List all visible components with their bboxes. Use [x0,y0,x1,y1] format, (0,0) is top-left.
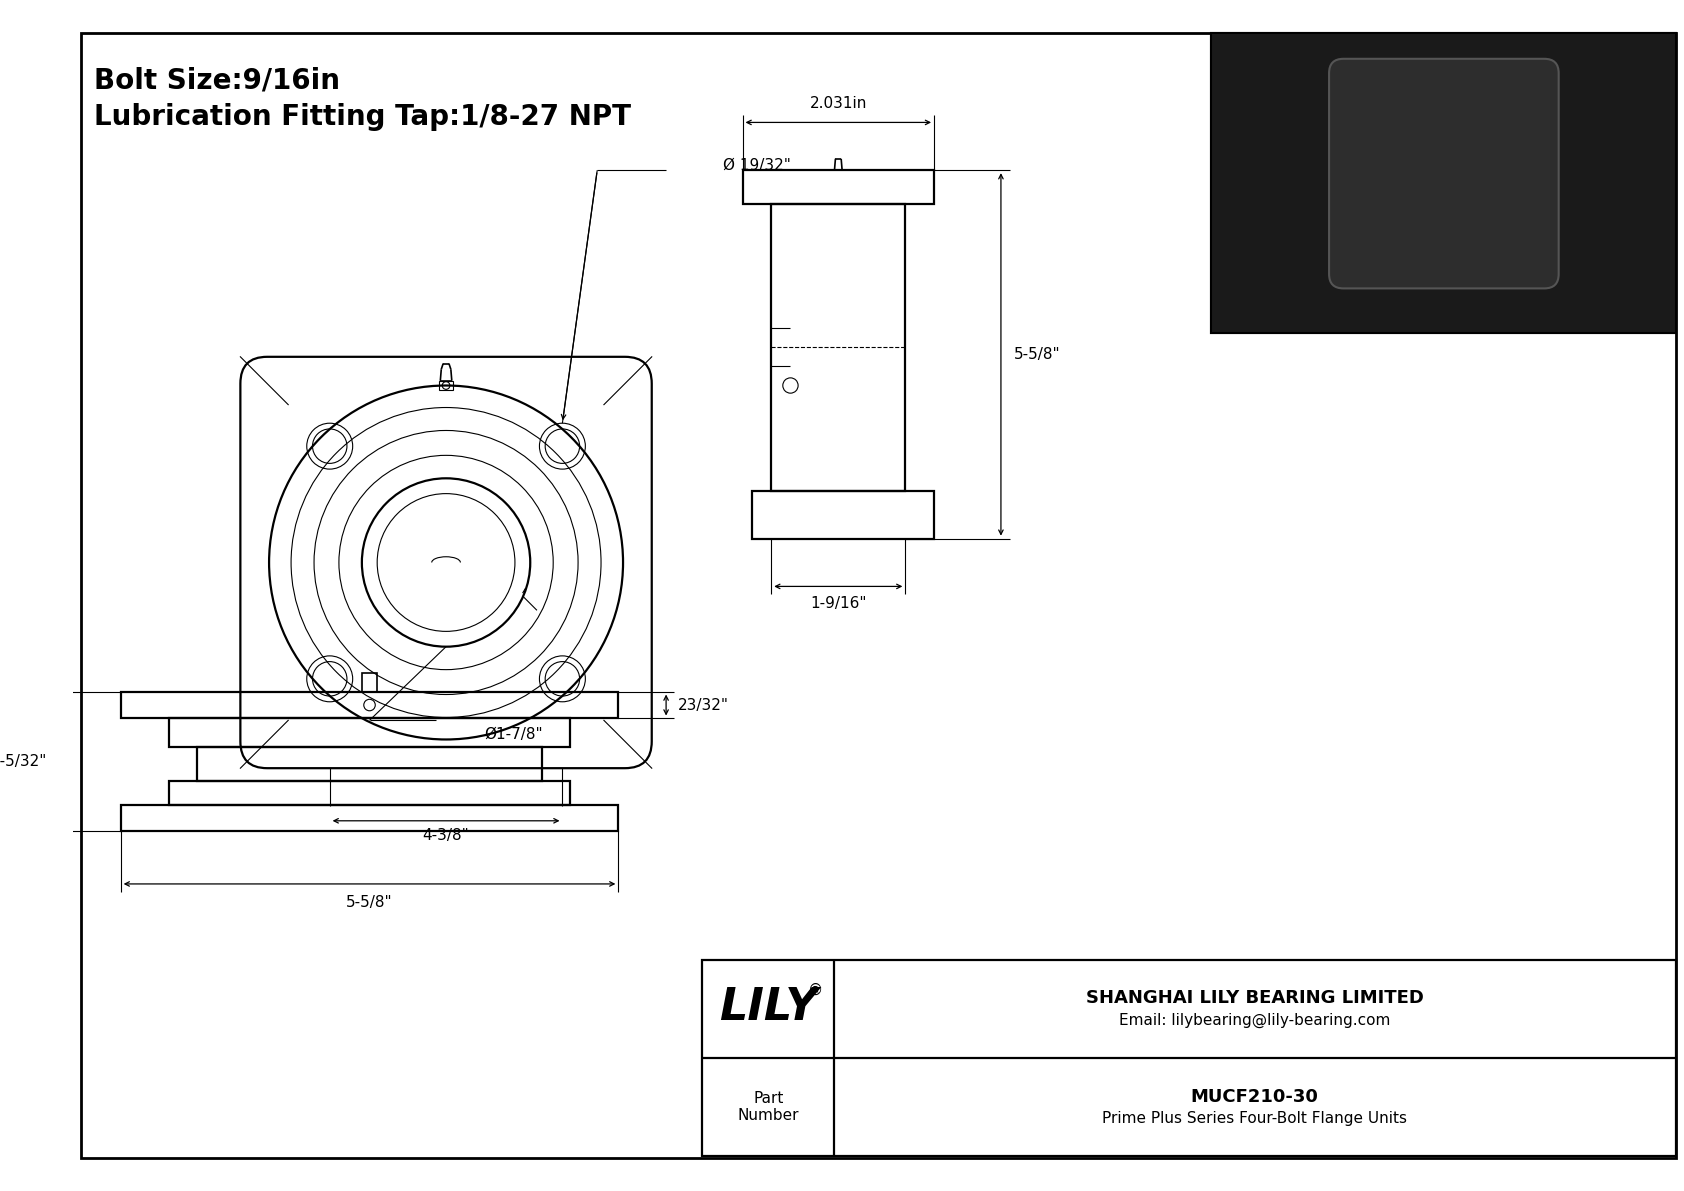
Circle shape [1404,133,1484,214]
Bar [753,491,935,538]
Text: 4-3/8": 4-3/8" [423,829,470,843]
Bar [121,692,618,718]
Circle shape [1521,79,1548,106]
Bar [1440,77,1448,98]
Bar [1211,33,1676,333]
Circle shape [1521,242,1548,268]
Bar [362,673,377,692]
Text: LILY: LILY [719,986,818,1029]
Text: Ø1-7/8": Ø1-7/8" [485,727,542,742]
Text: SHANGHAI LILY BEARING LIMITED: SHANGHAI LILY BEARING LIMITED [1086,989,1423,1006]
Text: 1-9/16": 1-9/16" [810,596,867,611]
Text: 5-5/8": 5-5/8" [1014,348,1061,362]
Text: 2.031in: 2.031in [810,96,867,111]
FancyBboxPatch shape [1329,58,1559,288]
Text: Part
Number: Part Number [738,1091,800,1123]
Text: Ø 19/32": Ø 19/32" [724,158,791,173]
Bar [168,780,571,805]
Circle shape [1386,117,1500,231]
Circle shape [1339,79,1366,106]
Bar [743,170,935,204]
Text: Lubrication Fitting Tap:1/8-27 NPT: Lubrication Fitting Tap:1/8-27 NPT [94,104,632,131]
Bar [702,960,1676,1155]
Bar [168,718,571,747]
Text: 5-5/8": 5-5/8" [347,896,392,910]
Bar [121,805,618,831]
Circle shape [1418,146,1470,200]
Text: 2-5/32": 2-5/32" [0,754,47,769]
Bar [771,204,906,491]
Bar [440,381,453,391]
Circle shape [1367,98,1521,250]
Bar [1211,33,1676,333]
Text: Email: lilybearing@lily-bearing.com: Email: lilybearing@lily-bearing.com [1118,1014,1389,1028]
Circle shape [1339,242,1366,268]
Text: MUCF210-30: MUCF210-30 [1191,1089,1319,1106]
Bar [197,747,542,780]
Text: ®: ® [808,983,823,998]
Text: Prime Plus Series Four-Bolt Flange Units: Prime Plus Series Four-Bolt Flange Units [1101,1111,1406,1125]
Text: 23/32": 23/32" [677,698,729,712]
Text: Bolt Size:9/16in: Bolt Size:9/16in [94,67,340,95]
